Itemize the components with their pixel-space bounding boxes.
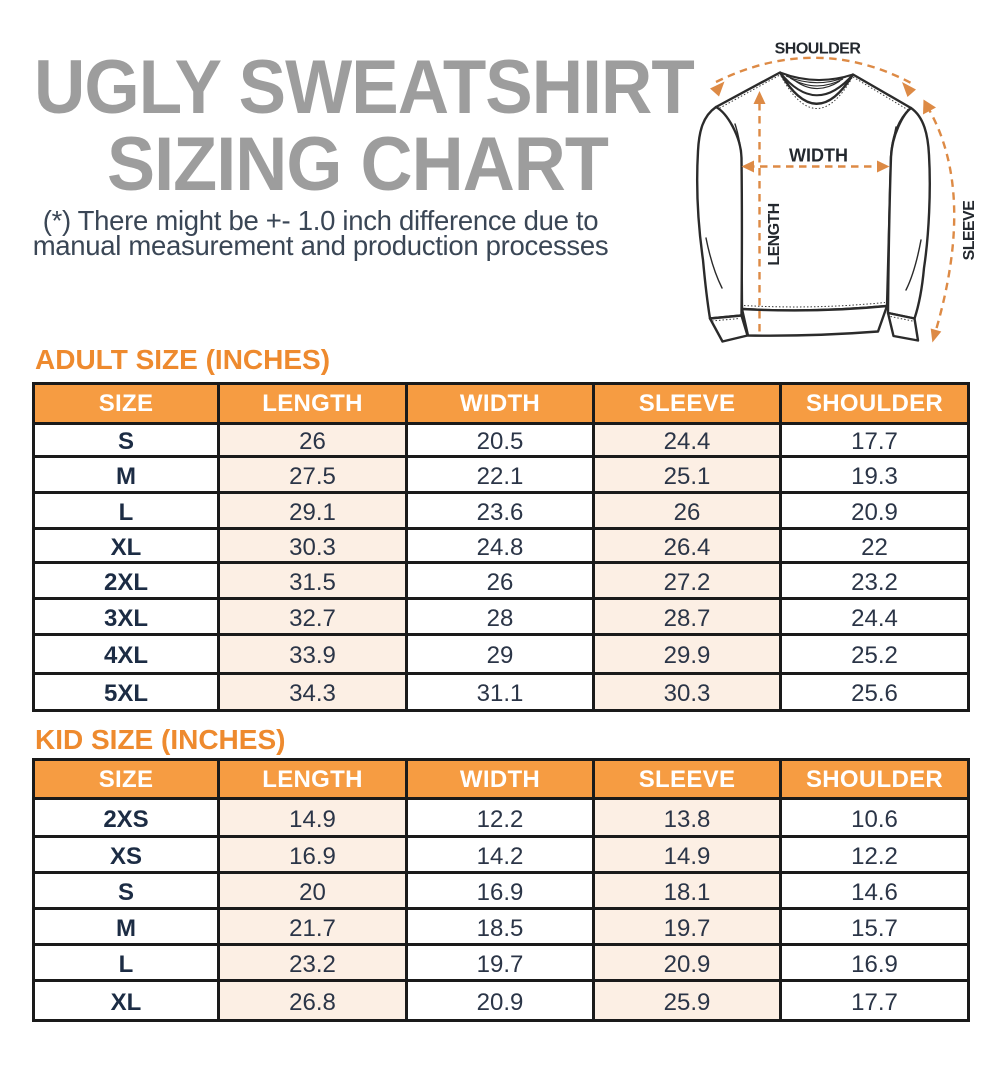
svg-text:SLEEVE: SLEEVE (961, 200, 978, 260)
svg-text:LENGTH: LENGTH (766, 203, 783, 265)
svg-text:WIDTH: WIDTH (789, 146, 848, 166)
svg-text:SHOULDER: SHOULDER (775, 41, 862, 58)
